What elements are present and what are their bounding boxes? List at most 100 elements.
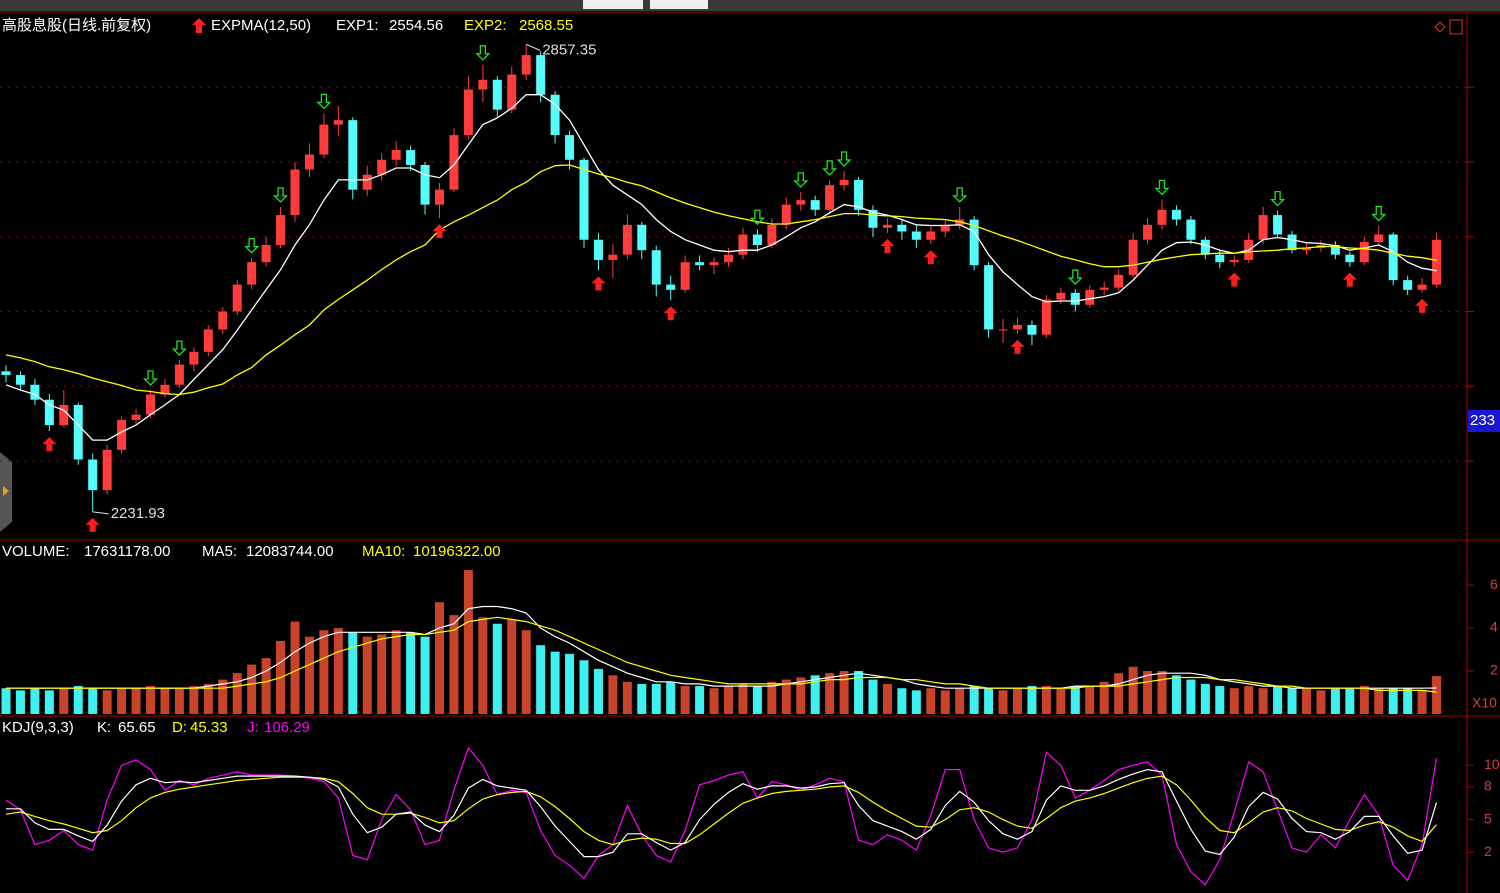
candle-body bbox=[1215, 254, 1225, 263]
volume-bar bbox=[1345, 688, 1355, 714]
candle-body bbox=[30, 384, 40, 400]
unit-label: X10 bbox=[1472, 695, 1497, 711]
candle-body bbox=[926, 231, 936, 240]
candle-body bbox=[1041, 299, 1051, 335]
menu-bar bbox=[0, 0, 1500, 11]
volume-bar bbox=[593, 668, 603, 714]
volume-bar bbox=[536, 645, 546, 714]
volume-bar bbox=[984, 688, 994, 714]
indicator-line bbox=[5, 775, 1437, 846]
max-annotation: 2857.35 bbox=[542, 41, 596, 58]
candle-body bbox=[247, 262, 257, 285]
volume-bar bbox=[333, 628, 343, 714]
volume-bar bbox=[998, 690, 1008, 714]
sell-signal bbox=[836, 151, 852, 167]
volume-bar bbox=[319, 630, 329, 714]
volume-bar bbox=[637, 683, 647, 714]
volume-bar bbox=[15, 690, 25, 714]
volume-bar bbox=[1374, 688, 1384, 714]
volume-bar bbox=[44, 690, 54, 714]
indicator-line bbox=[5, 746, 1438, 886]
volume-bar bbox=[1070, 686, 1080, 714]
volume-bar bbox=[247, 664, 257, 714]
volume-bar bbox=[492, 623, 502, 714]
annotation-pointer bbox=[526, 43, 541, 51]
indicator-line bbox=[6, 605, 1437, 689]
volume-bar bbox=[1157, 671, 1167, 714]
volume-bar bbox=[1013, 688, 1022, 714]
icon[interactable] bbox=[1449, 19, 1463, 35]
candle-body bbox=[1330, 244, 1340, 255]
candle-body bbox=[406, 150, 416, 165]
candle-body bbox=[781, 204, 791, 225]
candle-body bbox=[1070, 292, 1080, 305]
volume-bar bbox=[1229, 688, 1239, 714]
candle-body bbox=[1229, 259, 1239, 263]
volume-bar bbox=[1114, 673, 1124, 714]
volume-bar bbox=[1287, 688, 1297, 714]
buy-signal bbox=[85, 517, 100, 532]
candle-body bbox=[1273, 215, 1283, 235]
candle-body bbox=[882, 224, 892, 228]
candle-body bbox=[1171, 209, 1181, 220]
min-annotation: 2231.93 bbox=[111, 505, 165, 522]
volume-bar bbox=[290, 621, 300, 714]
sell-signal bbox=[475, 45, 491, 61]
y-tick-label: 2 bbox=[1484, 843, 1492, 859]
volume-bar bbox=[218, 679, 228, 714]
legend-value: 65.65 bbox=[118, 719, 156, 736]
volume-bar bbox=[449, 615, 459, 714]
volume-bar bbox=[651, 683, 661, 714]
volume-bar bbox=[261, 658, 271, 714]
annotation-pointer bbox=[92, 511, 109, 515]
volume-bar bbox=[117, 688, 127, 714]
candle-body bbox=[550, 94, 560, 136]
candle-body bbox=[160, 384, 170, 395]
volume-bar bbox=[102, 690, 112, 714]
volume-bar bbox=[1330, 688, 1340, 714]
candle-body bbox=[593, 239, 603, 260]
volume-bar bbox=[435, 602, 444, 714]
sell-signal bbox=[316, 93, 332, 110]
candle-body bbox=[839, 179, 849, 186]
icon[interactable] bbox=[1434, 21, 1446, 33]
candle-body bbox=[232, 284, 242, 312]
volume-bar bbox=[565, 653, 575, 714]
candle-body bbox=[348, 120, 358, 190]
candle-body bbox=[507, 74, 517, 110]
volume-bar bbox=[30, 688, 40, 714]
volume-bar bbox=[131, 688, 141, 714]
candle-body bbox=[1, 371, 11, 376]
buy-signal bbox=[1342, 272, 1357, 287]
legend-name: J: bbox=[247, 719, 259, 736]
legend-name: EXP2: bbox=[464, 17, 507, 34]
volume-bar bbox=[521, 630, 531, 714]
menu-tab[interactable] bbox=[583, 0, 643, 9]
menu-tab[interactable] bbox=[650, 0, 708, 9]
legend-value: 2554.56 bbox=[389, 17, 443, 34]
volume-bar bbox=[738, 683, 748, 714]
volume-bar bbox=[160, 688, 170, 714]
buy-signal bbox=[1227, 272, 1242, 287]
candle-body bbox=[290, 169, 300, 216]
candle-body bbox=[449, 135, 459, 190]
volume-bar bbox=[1099, 681, 1109, 714]
volume-bar bbox=[1273, 686, 1283, 714]
volume-bar bbox=[911, 690, 921, 714]
volume-bar bbox=[1403, 688, 1413, 714]
volume-bar bbox=[579, 660, 589, 714]
candle-body bbox=[146, 394, 155, 415]
volume-bar bbox=[1417, 690, 1427, 714]
sell-signal bbox=[1067, 269, 1083, 286]
candle-body bbox=[1114, 274, 1124, 288]
legend-value: 10196322.00 bbox=[413, 543, 501, 560]
volume-bar bbox=[1388, 688, 1398, 714]
volume-bar bbox=[1056, 688, 1066, 714]
volume-bar bbox=[955, 688, 965, 714]
sell-signal bbox=[244, 238, 260, 254]
candle-body bbox=[810, 200, 820, 210]
candle-body bbox=[1013, 324, 1022, 330]
volume-value: 17631178.00 bbox=[84, 543, 170, 560]
legend-name: MA10: bbox=[362, 543, 405, 560]
